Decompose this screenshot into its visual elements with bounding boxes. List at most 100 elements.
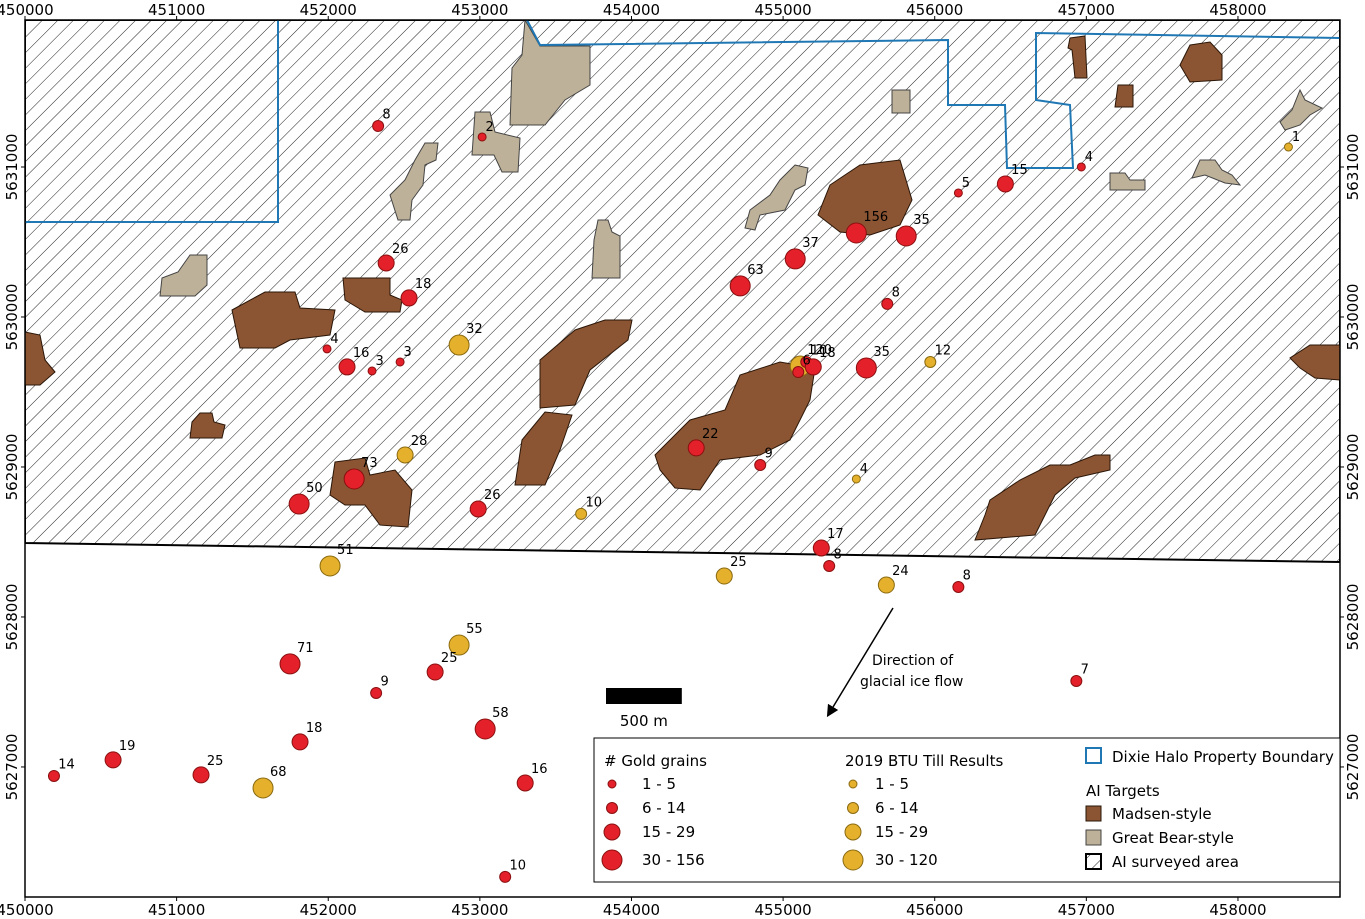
gold-point [474,718,496,740]
legend-symbol [848,779,858,789]
gold-point [377,254,395,272]
y-tick-label: 5631000 [1344,134,1362,201]
point-label: 4 [1085,150,1093,165]
x-tick-label: 453000 [451,901,508,919]
gold-point [499,870,512,883]
legend-label: 15 - 29 [642,823,695,841]
point-label: 19 [119,739,136,754]
legend-swatch [1085,829,1102,846]
point-label: 58 [492,706,509,721]
x-tick-label: 453000 [451,1,508,19]
gold-point [322,344,332,354]
point-label: 71 [297,641,314,656]
point-label: 18 [306,721,323,736]
point-label: 25 [441,651,458,666]
point-label: 63 [747,263,764,278]
gold-point [895,225,917,247]
legend-label: 15 - 29 [875,823,928,841]
point-label: 14 [58,757,75,772]
gold-point [291,733,309,751]
legend-label: 30 - 156 [642,851,705,869]
property-boundary [25,20,1340,223]
legend-symbol [606,802,618,814]
legend-title: AI Targets [1086,782,1160,800]
point-label: 10 [585,495,602,510]
gold-point [279,653,301,675]
y-tick-label: 5627000 [3,734,21,801]
y-tick-label: 5627000 [1344,734,1362,801]
legend-label: AI surveyed area [1112,853,1239,871]
btu-point [877,576,895,594]
gold-point [426,663,444,681]
btu-point [1283,142,1293,152]
legend-symbol [842,849,864,871]
x-tick-label: 452000 [300,901,357,919]
y-tick-label: 5630000 [1344,284,1362,351]
point-label: 3 [375,354,383,369]
point-label: 12 [935,343,952,358]
scale-bar-label: 500 m [620,712,668,730]
legend: # Gold grains 2019 BTU Till Results Dixi… [593,737,1341,883]
point-label: 24 [892,564,909,579]
legend-label: 6 - 14 [642,799,686,817]
point-label: 8 [382,108,390,123]
point-label: 9 [765,447,773,462]
gold-point [754,459,767,472]
point-label: 8 [833,547,841,562]
point-label: 35 [913,213,930,228]
x-tick-label: 450000 [0,901,54,919]
point-label: 15 [1011,163,1028,178]
gold-point [823,559,836,572]
great-bear-targets [159,20,1324,297]
point-label: 1 [1292,130,1300,145]
gold-point [400,289,418,307]
point-label: 16 [353,346,370,361]
legend-title: 2019 BTU Till Results [845,752,1003,770]
point-label: 156 [863,210,888,225]
point-label: 50 [306,481,323,496]
gold-point [845,222,867,244]
gold-point [784,248,806,270]
ice-flow-label: glacial ice flow [860,674,963,690]
legend-symbol [844,823,862,841]
point-label: 5 [962,176,970,191]
point-label: 10 [811,343,828,358]
x-tick-label: 457000 [1058,1,1115,19]
point-label: 17 [827,527,844,542]
gold-point [47,769,60,782]
x-tick-label: 452000 [300,1,357,19]
point-label: 26 [484,488,501,503]
gold-point [469,500,487,518]
gold-point [104,751,122,769]
x-tick-label: 454000 [603,1,660,19]
legend-label: 1 - 5 [642,775,676,793]
gold-point [996,175,1014,193]
btu-point [252,777,274,799]
point-label: 55 [466,622,483,637]
btu-point [924,355,937,368]
legend-label: 6 - 14 [875,799,919,817]
x-tick-label: 455000 [754,901,811,919]
gold-point [372,120,385,133]
legend-label: 30 - 120 [875,851,938,869]
point-label: 18 [415,277,432,292]
point-label: 3 [404,345,412,360]
btu-point [575,507,588,520]
gold-point [370,687,383,700]
y-tick-label: 5630000 [3,284,21,351]
map-frame [24,19,1341,898]
gold-point [516,774,534,792]
btu-point [448,634,470,656]
point-label: 2 [486,120,494,135]
point-label: 8 [963,568,971,583]
btu-point [851,474,861,484]
gold-point [804,358,822,376]
point-label: 4 [330,332,338,347]
x-tick-label: 451000 [148,901,205,919]
y-tick-label: 5628000 [1344,584,1362,651]
ice-flow-label: Direction of [872,653,954,669]
gold-point [395,357,405,367]
